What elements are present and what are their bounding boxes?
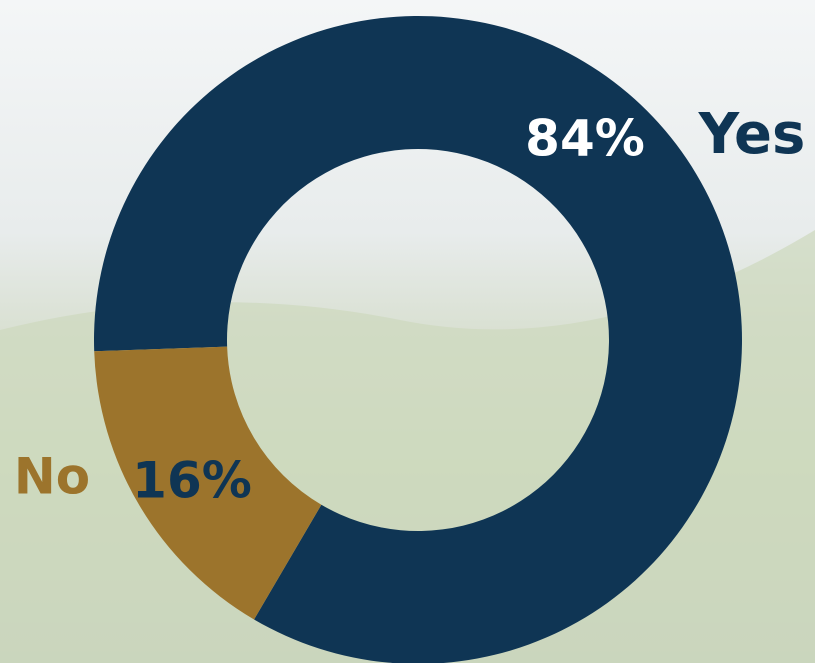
donut-slice bbox=[94, 346, 322, 620]
category-label: Yes bbox=[698, 102, 806, 167]
value-label: 16% bbox=[132, 452, 252, 510]
category-label: No bbox=[14, 448, 90, 506]
value-label: 84% bbox=[525, 110, 645, 168]
donut-slice bbox=[94, 15, 742, 663]
